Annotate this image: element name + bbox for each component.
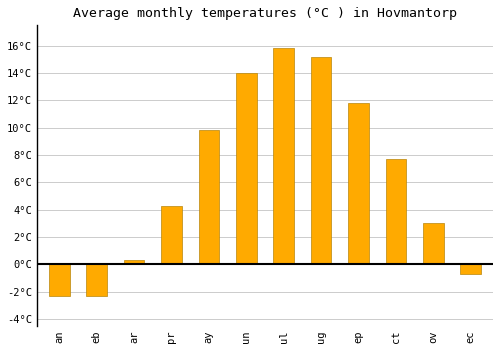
Bar: [386, 159, 406, 264]
Bar: [460, 264, 481, 274]
Bar: [198, 131, 219, 264]
Bar: [49, 264, 70, 296]
Bar: [423, 223, 444, 264]
Bar: [124, 260, 144, 264]
Bar: [310, 57, 332, 264]
Bar: [236, 73, 256, 264]
Bar: [161, 205, 182, 264]
Bar: [274, 49, 294, 264]
Bar: [348, 103, 368, 264]
Bar: [86, 264, 107, 296]
Title: Average monthly temperatures (°C ) in Hovmantorp: Average monthly temperatures (°C ) in Ho…: [73, 7, 457, 20]
